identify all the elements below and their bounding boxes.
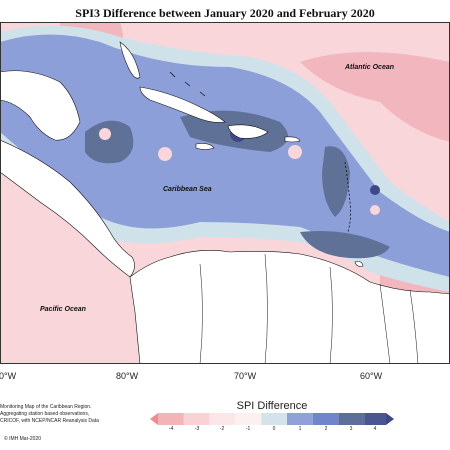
land-jamaica	[195, 143, 215, 150]
land-florida	[119, 41, 141, 79]
land-trinidad	[354, 261, 364, 267]
map-title: SPI3 Difference between January 2020 and…	[75, 6, 375, 20]
colorbar-segment	[338, 413, 365, 425]
colorbar-segment	[235, 413, 262, 425]
map-notes: Monitoring Map of the Caribbean Region. …	[0, 404, 99, 425]
pink-spot-puerto-rico	[288, 145, 302, 159]
note-line: CRICOF, with NCEP/NCAR Reanalysis Data	[0, 418, 99, 424]
pink-spot-west	[99, 128, 111, 140]
land-south-america	[129, 250, 450, 364]
pacific-ocean-label: Pacific Ocean	[40, 306, 86, 313]
land-cuba	[139, 86, 226, 123]
blue-zone	[0, 34, 450, 277]
note-line: Aggregating station based observations,	[0, 411, 90, 417]
caribbean-sea-label: Caribbean Sea	[163, 186, 212, 193]
legend-tick: 4	[373, 426, 377, 432]
legend-tick: 2	[324, 426, 328, 432]
land-central-america	[0, 139, 135, 278]
slate-west	[85, 120, 134, 164]
colorbar-segment	[158, 413, 184, 425]
pink-spot-lesser-antilles	[370, 205, 380, 215]
pink-spot-cayman	[158, 147, 172, 161]
atlantic-ocean-label: Atlantic Ocean	[345, 64, 395, 71]
legend-tick: 1	[298, 426, 302, 432]
legend-tick-labels: -4 -3 -2 -1 0 1 2 3 4	[150, 426, 394, 434]
credit-text: © IMH Mar-2020	[4, 436, 42, 442]
lon-tick-80w: 80°W	[116, 371, 139, 381]
legend-tick: -1	[245, 426, 251, 432]
country-borders	[199, 253, 419, 364]
lon-tick-60w: 60°W	[360, 371, 383, 381]
legend-tick: 3	[349, 426, 353, 432]
colorbar-segment	[364, 413, 386, 425]
legend-tick: -2	[219, 426, 225, 432]
colorbar-segment	[261, 413, 287, 425]
colorbar	[150, 413, 394, 425]
colorbar-right-arrow	[386, 413, 394, 425]
note-line: Monitoring Map of the Caribbean Region.	[0, 404, 92, 410]
legend-tick: 0	[272, 426, 276, 432]
spi-difference-map	[0, 22, 450, 364]
land-puerto-rico	[284, 136, 301, 143]
legend-tick: -4	[168, 426, 174, 432]
colorbar-segment	[183, 413, 210, 425]
colorbar-segment	[287, 413, 313, 425]
slate-south	[300, 231, 390, 259]
slate-east	[322, 146, 350, 217]
legend-tick: -3	[194, 426, 200, 432]
land-lesser-antilles	[344, 161, 352, 233]
navy-spot-east	[370, 185, 380, 195]
lon-tick-70w: 70°W	[234, 371, 257, 381]
land-hispaniola	[227, 124, 269, 139]
colorbar-segment	[312, 413, 339, 425]
land-bahamas	[169, 71, 206, 97]
land-north-america	[0, 70, 81, 141]
colorbar-left-arrow	[150, 413, 158, 425]
legend-title: SPI Difference	[236, 400, 308, 412]
colorbar-segment	[209, 413, 236, 425]
lon-tick-90w: 90°W	[0, 371, 17, 381]
pink-patch-northeast	[300, 52, 450, 142]
